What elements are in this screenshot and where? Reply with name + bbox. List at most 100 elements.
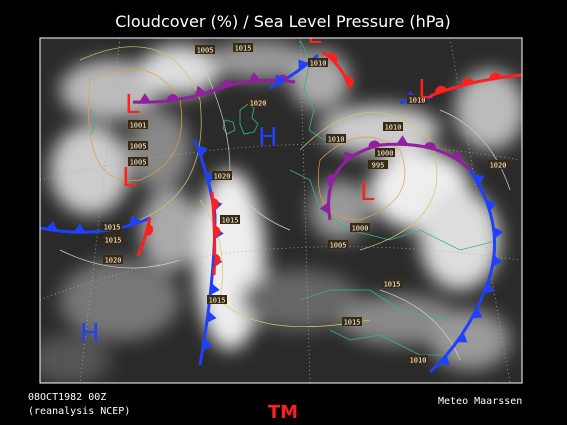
low-center: L (418, 75, 433, 105)
isobar-label-bg (368, 160, 388, 169)
credit: Meteo Maarssen (438, 396, 522, 407)
isobar-label: 1020 (490, 162, 507, 170)
front-triangle (493, 226, 504, 239)
front-semicircle (212, 197, 219, 210)
front-triangle (45, 221, 58, 231)
isobar-label-bg (328, 240, 348, 249)
isobar-label-bg (233, 43, 253, 52)
isobar-label-bg (408, 355, 428, 364)
isobar-label-bg (342, 317, 362, 326)
isobar-label: 1020 (105, 257, 122, 265)
isobar-label: 1000 (377, 150, 394, 158)
front-triangle (194, 85, 207, 97)
isobar-label-bg (488, 160, 508, 169)
high-center: H (80, 319, 100, 349)
map-frame (39, 37, 523, 384)
source: (reanalysis NCEP) (28, 406, 130, 417)
warm-front (321, 50, 352, 89)
front-triangle (129, 215, 141, 226)
isobar-label-bg (128, 120, 148, 129)
front-triangle (210, 283, 220, 296)
isobar-label: 1005 (197, 47, 214, 55)
isobar-label: 1010 (310, 60, 327, 68)
high-center: H (258, 123, 278, 153)
isobar-label-bg (350, 223, 370, 232)
isobar-label-bg (220, 215, 240, 224)
isobar-label: 1000 (352, 225, 369, 233)
front-triangle (471, 307, 483, 319)
isobar-label: 1010 (410, 357, 427, 365)
isobar-label-bg (128, 141, 148, 150)
isobar-label-bg (248, 98, 268, 107)
front-semicircle (145, 223, 154, 236)
low-center: L (307, 20, 322, 50)
low-center: L (125, 90, 140, 120)
isobar-label-bg (382, 279, 402, 288)
fronts (40, 50, 522, 374)
occluded-front (327, 142, 472, 221)
isobar-label-bg (195, 45, 215, 54)
front-semicircle (221, 80, 233, 88)
isobar-label: 1015 (235, 45, 252, 53)
front-triangle (450, 151, 461, 162)
front-semicircle (424, 142, 437, 150)
isobar-label-bg (102, 222, 122, 231)
isobar-label: 1010 (328, 136, 345, 144)
isobar-label-bg (103, 255, 123, 264)
isobar-label: 995 (372, 162, 385, 170)
isobar-label: 1010 (409, 97, 426, 105)
front-semicircle (166, 94, 179, 102)
isobar-label-bg (326, 134, 346, 143)
map-area: 1005 1015 1010 1020 1001 1005 1005 1020 1015 1015… (40, 20, 522, 383)
front-semicircle (345, 75, 354, 88)
front-triangle (298, 59, 309, 71)
front-triangle (73, 223, 86, 233)
isobar-label-bg (375, 148, 395, 157)
front-triangle (473, 174, 485, 186)
front-semicircle (462, 77, 474, 86)
front-triangle (438, 354, 450, 366)
front-semicircle (327, 53, 338, 64)
front-triangle (396, 135, 409, 145)
front-semicircle (489, 72, 502, 80)
isobar-label: 1001 (130, 122, 147, 130)
cold-front (428, 169, 497, 374)
front-triangle (202, 338, 213, 351)
isobar-label-bg (308, 58, 328, 67)
front-semicircle (214, 253, 221, 266)
isobar-label-bg (103, 235, 123, 244)
isobar-label: 1005 (130, 159, 147, 167)
front-triangle (248, 72, 261, 82)
isobar-label: 1015 (105, 237, 122, 245)
front-semicircle (326, 174, 335, 187)
front-triangle (344, 151, 355, 163)
isobar-label: 1015 (344, 319, 361, 327)
isobar-label: 1015 (209, 297, 226, 305)
occluded-front (132, 78, 296, 104)
front-triangle (275, 74, 286, 86)
isobar-label-bg (212, 171, 232, 180)
isobar-labels: 1005 1015 1010 1020 1001 1005 1005 1020 1015 1015… (102, 43, 508, 365)
front-semicircle (368, 140, 381, 149)
isobar-label-bg (207, 295, 227, 304)
front-triangle (197, 145, 208, 157)
front-triangle (486, 199, 497, 212)
title: Cloudcover (%) / Sea Level Pressure (hPa… (115, 12, 451, 31)
clouds (40, 40, 522, 383)
front-triangle (138, 93, 151, 103)
pressure-centers: L L L L L H H (80, 20, 433, 349)
isobar-label: 1005 (330, 242, 347, 250)
front-semicircle (435, 85, 447, 94)
warm-front (429, 73, 522, 98)
front-semicircle (214, 225, 221, 238)
front-triangle (206, 310, 217, 323)
isobar-label: 1005 (130, 143, 147, 151)
graticule (40, 38, 521, 383)
isobar-label: 1015 (384, 281, 401, 289)
isobar-label: 1020 (250, 100, 267, 108)
isobar-label: 1010 (385, 124, 402, 132)
front-triangle (456, 332, 468, 343)
isobar-label: 1015 (104, 224, 121, 232)
low-center: L (360, 177, 375, 207)
